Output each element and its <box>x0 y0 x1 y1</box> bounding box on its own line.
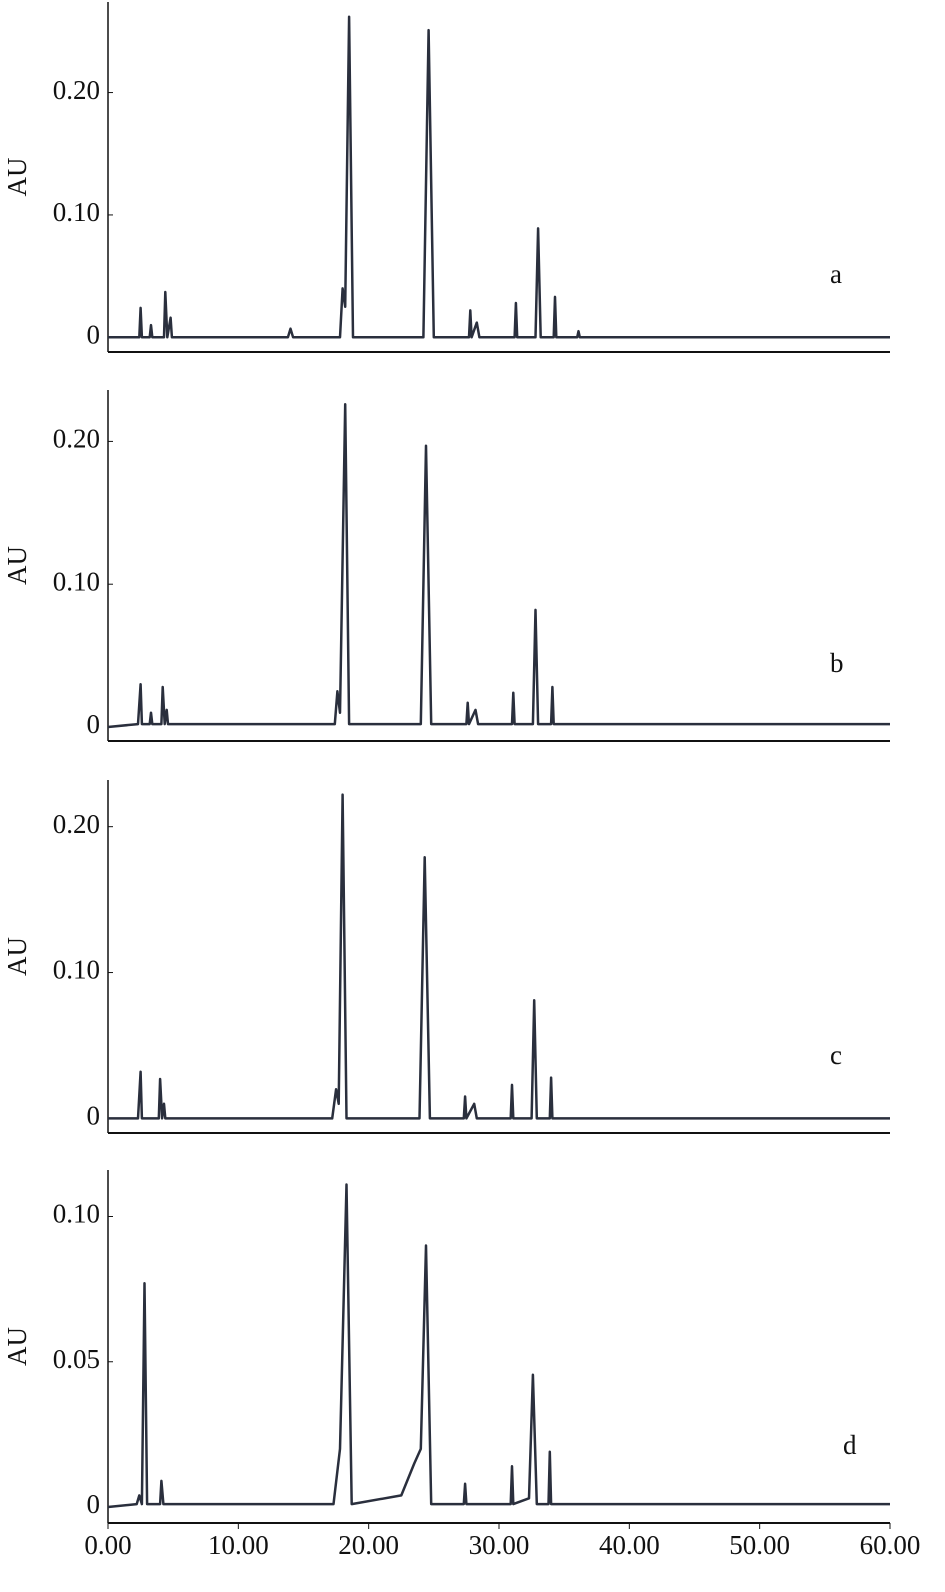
x-tick-label: 20.00 <box>338 1530 399 1560</box>
trace <box>108 15 890 339</box>
panel-label: d <box>843 1430 857 1460</box>
trace <box>108 793 890 1120</box>
y-tick-label: 0.20 <box>53 75 100 105</box>
x-tick-label: 50.00 <box>729 1530 790 1560</box>
x-tick-label: 60.00 <box>860 1530 921 1560</box>
x-tick-label: 30.00 <box>469 1530 530 1560</box>
panel-label: b <box>830 648 844 678</box>
y-axis-label: AU <box>2 937 32 976</box>
y-tick-label: 0.05 <box>53 1344 100 1374</box>
trace <box>107 403 890 729</box>
y-tick-label: 0.10 <box>53 197 100 227</box>
y-axis-label: AU <box>2 546 32 585</box>
panel-label: c <box>830 1040 842 1070</box>
y-tick-label: 0.10 <box>53 1199 100 1229</box>
y-tick-label: 0 <box>87 320 101 350</box>
y-tick-label: 0 <box>87 1101 101 1131</box>
y-axis-label: AU <box>2 158 32 197</box>
y-axis-label: AU <box>2 1327 32 1366</box>
y-tick-label: 0.10 <box>53 566 100 596</box>
y-tick-label: 0.20 <box>53 809 100 839</box>
y-tick-label: 0 <box>87 709 101 739</box>
y-tick-label: 0 <box>87 1489 101 1519</box>
y-tick-label: 0.20 <box>53 424 100 454</box>
x-tick-label: 0.00 <box>84 1530 131 1560</box>
panel-label: a <box>830 259 842 289</box>
x-tick-label: 40.00 <box>599 1530 660 1560</box>
x-tick-label: 10.00 <box>208 1530 269 1560</box>
y-tick-label: 0.10 <box>53 955 100 985</box>
trace <box>107 1183 890 1509</box>
